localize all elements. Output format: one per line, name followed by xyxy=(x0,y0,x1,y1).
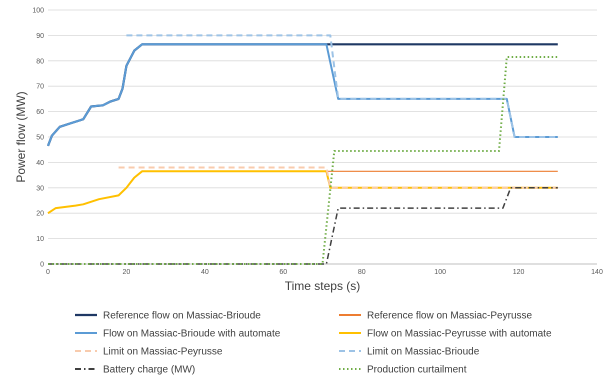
series-line-1 xyxy=(47,170,558,214)
x-tick-label: 100 xyxy=(434,269,446,276)
x-tick-label: 140 xyxy=(591,269,603,276)
y-tick-label: 60 xyxy=(36,109,44,116)
x-tick-label: 80 xyxy=(358,269,366,276)
x-tick-label: 20 xyxy=(123,269,131,276)
x-tick-label: 40 xyxy=(201,269,209,276)
series-line-3 xyxy=(47,170,558,215)
legend-label-2: Flow on Massiac-Brioude with automate xyxy=(103,329,281,340)
legend-label-4: Limit on Massiac-Peyrusse xyxy=(103,347,223,358)
y-tick-label: 90 xyxy=(36,33,44,40)
y-tick-label: 70 xyxy=(36,84,44,91)
y-axis-title: Power flow (MW) xyxy=(14,91,28,182)
legend-label-0: Reference flow on Massiac-Brioude xyxy=(103,311,261,322)
legend-label-3: Flow on Massiac-Peyrusse with automate xyxy=(367,329,552,340)
x-tick-label: 120 xyxy=(513,269,525,276)
x-axis-title: Time steps (s) xyxy=(285,279,361,293)
y-tick-label: 80 xyxy=(36,58,44,65)
y-tick-label: 10 xyxy=(36,236,44,243)
series-lines xyxy=(46,34,558,265)
series-line-4 xyxy=(118,166,558,189)
series-line-0 xyxy=(46,43,558,147)
x-tick-labels: 0 20 40 60 80 100 120 140 xyxy=(46,269,603,276)
y-tick-label: 20 xyxy=(36,211,44,218)
series-line-5 xyxy=(126,34,558,138)
y-tick-label: 50 xyxy=(36,135,44,142)
y-tick-label: 100 xyxy=(32,8,44,15)
grid xyxy=(48,9,597,240)
legend-label-6: Battery charge (MW) xyxy=(103,365,195,376)
series-line-6 xyxy=(48,187,558,265)
y-tick-label: 40 xyxy=(36,160,44,167)
x-tick-label: 60 xyxy=(279,269,287,276)
legend-label-5: Limit on Massiac-Brioude xyxy=(367,347,480,358)
legend: Reference flow on Massiac-Brioude Referen… xyxy=(75,311,552,376)
y-tick-label: 0 xyxy=(40,262,44,269)
legend-label-7: Production curtailment xyxy=(367,365,467,376)
x-tick-label: 0 xyxy=(46,269,50,276)
legend-label-1: Reference flow on Massiac-Peyrusse xyxy=(367,311,533,322)
y-tick-label: 30 xyxy=(36,185,44,192)
series-line-7 xyxy=(48,56,558,265)
series-line-2 xyxy=(47,43,558,147)
y-tick-labels: 0 10 20 30 40 50 60 70 80 90 100 xyxy=(32,8,44,269)
